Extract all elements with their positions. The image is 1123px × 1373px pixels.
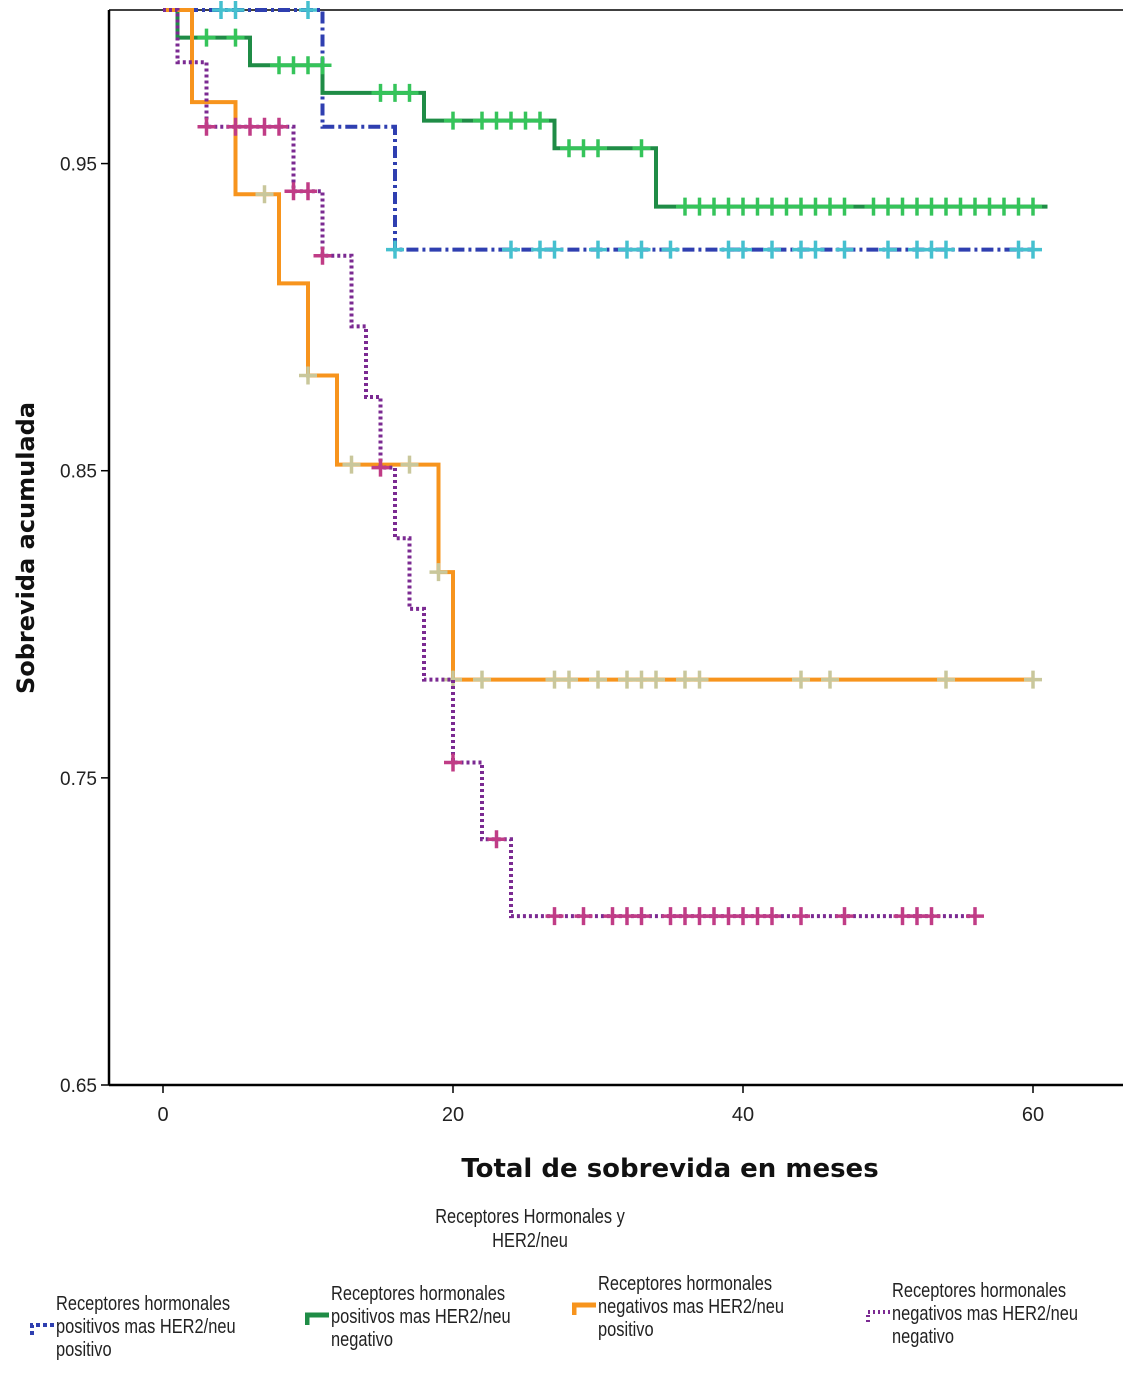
legend-item-rh-pos-her2-pos: Receptores hormonales positivos mas HER2…	[30, 1293, 296, 1362]
censor-mark	[1024, 670, 1042, 689]
censor-mark	[966, 907, 984, 926]
censor-mark	[444, 111, 462, 130]
censor-mark	[792, 907, 810, 926]
censor-mark	[400, 455, 419, 474]
censor-mark	[386, 240, 404, 259]
x-tick-label: 0	[157, 1104, 168, 1126]
censor-mark	[632, 139, 651, 158]
censor-mark	[763, 907, 781, 926]
censor-mark	[821, 670, 839, 689]
censor-mark	[806, 240, 825, 259]
legend-label: Receptores hormonales negativos mas HER2…	[892, 1280, 1078, 1348]
censor-mark	[937, 240, 955, 259]
series-line	[163, 8, 1033, 682]
censor-mark	[937, 670, 955, 689]
censor-mark	[444, 670, 462, 689]
series-line	[163, 8, 975, 919]
series-3	[163, 8, 1042, 689]
censor-mark	[589, 670, 607, 689]
censor-mark	[545, 240, 564, 259]
censor-mark	[429, 563, 448, 582]
censor-mark	[835, 197, 854, 216]
censor-mark	[299, 366, 317, 385]
censor-mark	[473, 670, 491, 689]
censor-mark	[589, 139, 607, 158]
censor-mark	[444, 753, 462, 772]
legend-swatch-rh-neg-her2-pos	[572, 1302, 596, 1315]
censor-mark	[661, 240, 680, 259]
censor-mark	[632, 240, 651, 259]
censor-mark	[1024, 197, 1042, 216]
censor-mark	[647, 670, 665, 689]
censor-mark	[255, 185, 274, 204]
x-tick-label: 40	[732, 1104, 754, 1126]
legend-item-rh-neg-her2-neg: Receptores hormonales negativos mas HER2…	[866, 1280, 1123, 1349]
legend-label: Receptores hormonales positivos mas HER2…	[331, 1283, 511, 1351]
censor-mark	[574, 907, 593, 926]
censor-mark	[545, 907, 564, 926]
legend-swatch-rh-pos-her2-neg	[305, 1312, 329, 1325]
legend-title: Receptores Hormonales y HER2/neu	[435, 1206, 625, 1252]
censor-mark	[879, 240, 897, 259]
censor-mark	[502, 240, 520, 259]
censor-mark	[531, 111, 549, 130]
censor-mark	[690, 670, 709, 689]
censor-mark	[226, 1, 245, 19]
x-tick-label: 60	[1022, 1104, 1044, 1126]
y-tick-label: 0.95	[60, 155, 97, 176]
censor-mark	[487, 830, 506, 849]
legend-item-rh-neg-her2-pos: Receptores hormonales negativos mas HER2…	[572, 1273, 838, 1342]
censor-mark	[197, 117, 216, 136]
censor-mark	[835, 240, 854, 259]
censor-mark	[226, 28, 245, 47]
censor-mark	[792, 670, 810, 689]
censor-mark	[299, 1, 317, 19]
series-1	[163, 1, 1042, 259]
y-tick-label: 0.85	[60, 462, 97, 483]
legend-label: Receptores hormonales positivos mas HER2…	[56, 1293, 236, 1361]
legend-swatch-rh-neg-her2-neg	[866, 1310, 890, 1322]
censor-mark	[835, 907, 854, 926]
legend-swatch-rh-pos-her2-pos	[30, 1323, 54, 1335]
y-axis-label: Sobrevida acumulada	[12, 402, 40, 694]
y-tick-label: 0.75	[60, 769, 97, 790]
censor-mark	[342, 455, 361, 474]
censor-mark	[589, 240, 607, 259]
censor-mark	[313, 246, 332, 265]
series-line	[163, 8, 1048, 209]
series-2	[163, 8, 1048, 216]
censor-mark	[197, 28, 216, 47]
censor-mark	[922, 907, 941, 926]
x-axis-label: Total de sobrevida en meses	[461, 1154, 878, 1184]
censor-mark	[313, 56, 332, 75]
censor-mark	[400, 83, 419, 102]
censor-mark	[560, 670, 578, 689]
series-4	[163, 8, 984, 926]
censor-mark	[763, 240, 781, 259]
censor-mark	[632, 907, 651, 926]
x-tick-label: 20	[442, 1104, 464, 1126]
y-tick-label: 0.65	[60, 1076, 97, 1097]
legend-label: Receptores hormonales negativos mas HER2…	[598, 1273, 784, 1341]
censor-mark	[299, 182, 317, 201]
censor-mark	[734, 240, 752, 259]
censor-mark	[270, 117, 288, 136]
censor-mark	[371, 458, 390, 477]
censor-mark	[1024, 240, 1042, 259]
series-line	[163, 8, 1033, 252]
legend-item-rh-pos-her2-neg: Receptores hormonales positivos mas HER2…	[305, 1283, 571, 1352]
